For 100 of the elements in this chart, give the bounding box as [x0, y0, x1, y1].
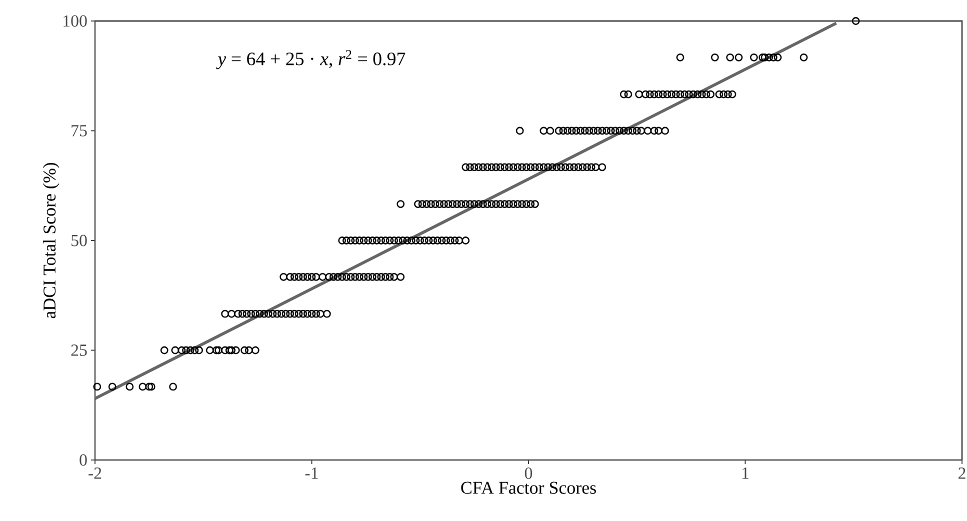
point	[496, 200, 504, 208]
point	[624, 126, 632, 135]
point	[455, 236, 464, 244]
point	[470, 200, 478, 208]
point	[390, 236, 398, 244]
point	[611, 126, 620, 135]
point	[453, 200, 461, 208]
point	[672, 90, 680, 98]
point	[606, 126, 615, 135]
point	[429, 236, 438, 244]
point	[360, 236, 368, 244]
point	[624, 90, 632, 98]
point	[668, 90, 676, 98]
point	[390, 272, 398, 281]
point	[290, 272, 298, 281]
annotation: y = 64 + 25 · x, r$^{2}$ = 0.97	[216, 50, 406, 70]
point	[280, 272, 288, 281]
point	[206, 346, 214, 354]
point	[329, 272, 338, 281]
point	[408, 236, 416, 244]
y-axis-title: aDCI Total Score (%)	[42, 162, 60, 318]
point	[108, 382, 116, 391]
point	[420, 236, 428, 244]
point	[212, 346, 220, 354]
point	[169, 382, 177, 391]
point	[277, 310, 286, 318]
point	[644, 126, 652, 135]
point	[334, 272, 342, 281]
point	[663, 90, 672, 98]
y-tick-label: 100	[64, 15, 87, 27]
point	[583, 163, 591, 172]
point	[299, 310, 308, 318]
point	[242, 310, 251, 318]
point	[308, 272, 316, 281]
point	[238, 310, 246, 318]
point	[642, 90, 650, 98]
point	[234, 310, 242, 318]
point	[273, 310, 282, 318]
point	[526, 163, 535, 172]
point	[706, 90, 715, 98]
point	[382, 236, 390, 244]
point	[372, 272, 381, 281]
point	[240, 346, 249, 354]
point	[436, 200, 444, 208]
point	[620, 90, 628, 98]
point	[702, 90, 710, 98]
point	[500, 163, 509, 172]
point	[724, 90, 732, 98]
point	[590, 126, 598, 135]
point	[386, 236, 394, 244]
point	[522, 200, 530, 208]
point	[147, 382, 156, 391]
point	[616, 126, 624, 135]
point	[286, 310, 294, 318]
point	[171, 346, 180, 354]
point	[505, 200, 513, 208]
point	[479, 200, 487, 208]
point	[312, 272, 320, 281]
point	[418, 200, 426, 208]
point	[470, 163, 478, 172]
point	[160, 346, 168, 354]
point	[531, 200, 539, 208]
point	[694, 90, 702, 98]
point	[442, 236, 450, 244]
point	[221, 346, 229, 354]
point	[126, 382, 134, 391]
point	[650, 126, 658, 135]
point	[386, 272, 394, 281]
point	[325, 272, 334, 281]
point	[698, 90, 706, 98]
point	[186, 346, 194, 354]
point	[578, 163, 587, 172]
point	[492, 163, 500, 172]
point	[676, 90, 684, 98]
point	[342, 272, 350, 281]
point	[684, 90, 693, 98]
point	[585, 126, 594, 135]
point	[646, 90, 654, 98]
point	[403, 236, 412, 244]
point	[852, 17, 860, 25]
point	[368, 272, 376, 281]
point	[760, 53, 769, 62]
point	[351, 272, 360, 281]
point	[382, 272, 390, 281]
point	[342, 236, 350, 244]
point	[765, 53, 774, 62]
point	[726, 53, 734, 62]
point	[598, 126, 606, 135]
point	[398, 236, 407, 244]
point	[650, 90, 658, 98]
point	[182, 346, 190, 354]
point	[602, 126, 610, 135]
point	[592, 163, 600, 172]
point	[466, 200, 474, 208]
point	[758, 53, 767, 62]
point	[750, 53, 758, 62]
point	[561, 163, 570, 172]
x-tick-label: -1	[305, 468, 318, 479]
point	[676, 53, 684, 62]
point	[256, 310, 264, 318]
